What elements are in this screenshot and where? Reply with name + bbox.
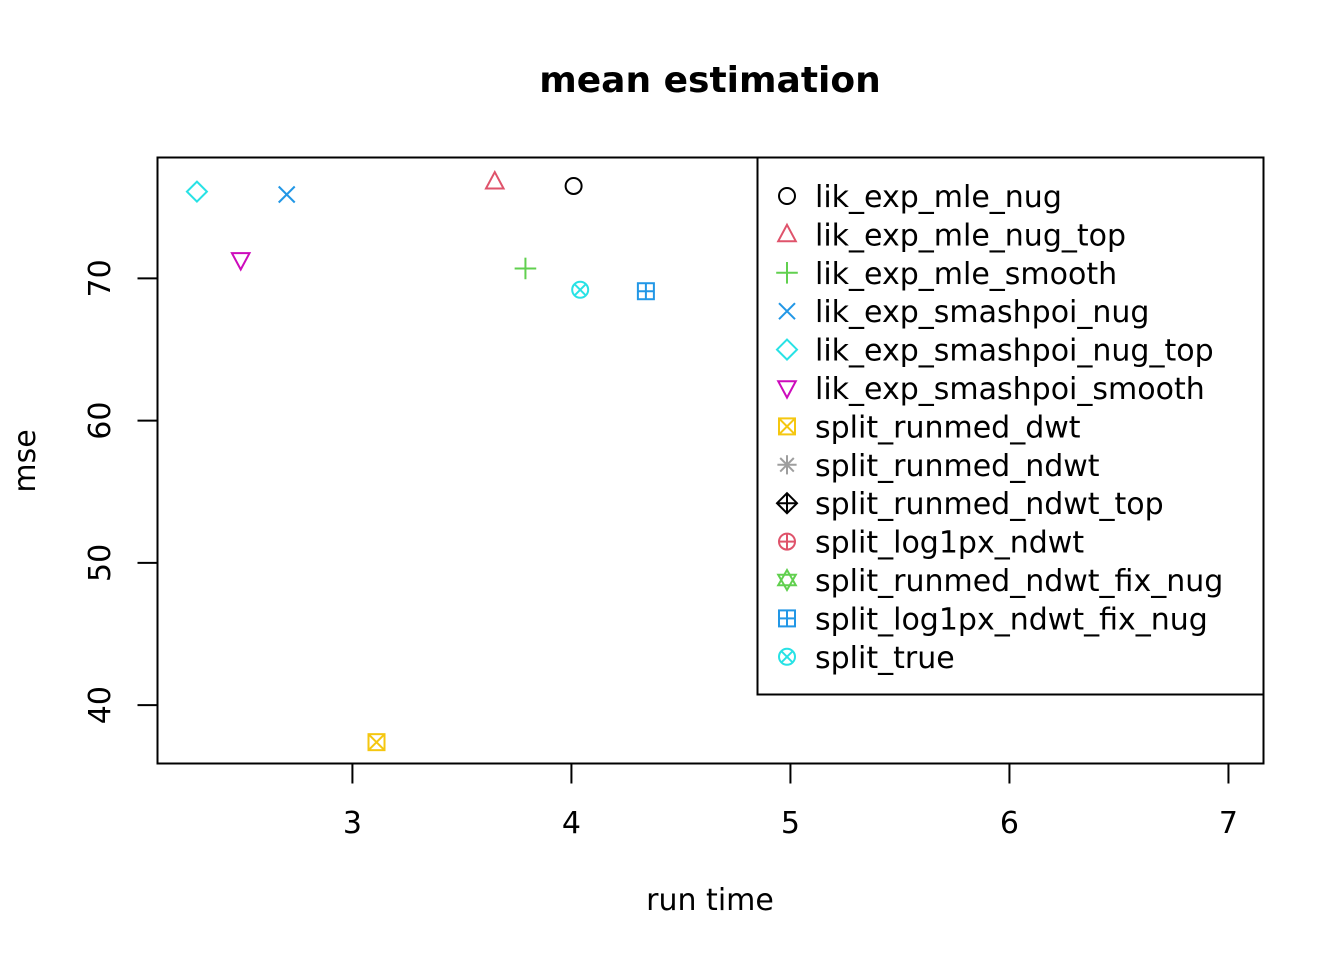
data-point-split-runmed-dwt (367, 733, 386, 752)
y-tick-label: 60 (83, 402, 118, 440)
data-points (185, 169, 655, 752)
legend-label: split_runmed_ndwt (815, 449, 1100, 484)
legend-label: split_runmed_ndwt_top (815, 487, 1164, 522)
legend-marker-split-runmed-ndwt (777, 455, 797, 475)
chart-title: mean estimation (539, 60, 881, 101)
legend-marker-lik-exp-smashpoi-nug-top (775, 338, 799, 362)
data-point-lik-exp-smashpoi-smooth (230, 252, 252, 272)
legend-label: lik_exp_mle_nug (815, 180, 1062, 215)
legend-label: lik_exp_mle_smooth (815, 257, 1117, 292)
legend-marker-lik-exp-smashpoi-nug (778, 302, 796, 320)
legend-box (756, 156, 1265, 696)
x-tick-label: 3 (343, 806, 362, 841)
y-tick-label: 70 (83, 259, 118, 297)
legend-marker-split-true (778, 647, 796, 666)
legend-label: split_log1px_ndwt (815, 526, 1084, 561)
x-axis: 3 4 5 6 7 (343, 762, 1238, 841)
legend-marker-split-runmed-ndwt-top (775, 491, 799, 515)
data-point-lik-exp-mle-nug-top (484, 169, 506, 190)
legend-marker-lik-exp-mle-nug-top (776, 222, 798, 243)
legend-marker-split-runmed-ndwt-fix-nug (776, 568, 798, 592)
data-point-lik-exp-mle-smooth (514, 257, 537, 280)
data-point-split-true (571, 280, 590, 299)
y-axis-label: mse (8, 429, 43, 492)
legend-marker-split-log1px-ndwt (778, 532, 796, 551)
legend-label: lik_exp_smashpoi_smooth (815, 372, 1205, 407)
legend-marker-lik-exp-mle-nug (778, 187, 796, 205)
data-point-split-log1px-ndwt-fix-nug (636, 282, 655, 301)
legend-marker-lik-exp-smashpoi-smooth (776, 380, 798, 400)
y-tick-label: 40 (83, 686, 118, 724)
x-tick-label: 4 (562, 806, 581, 841)
data-point-lik-exp-smashpoi-nug (278, 185, 296, 204)
y-axis: 40 50 60 70 (83, 259, 159, 724)
legend-marker-split-runmed-dwt (778, 417, 796, 436)
legend-label: lik_exp_smashpoi_nug (815, 295, 1149, 330)
x-tick-label: 5 (781, 806, 800, 841)
legend-label: split_log1px_ndwt_fix_nug (815, 602, 1208, 637)
legend-label: lik_exp_smashpoi_nug_top (815, 334, 1214, 369)
legend-marker-split-log1px-ndwt-fix-nug (778, 609, 796, 628)
data-point-lik-exp-mle-nug (564, 176, 583, 195)
legend-marker-lik-exp-mle-smooth (776, 262, 798, 284)
legend-label: split_runmed_ndwt_fix_nug (815, 564, 1223, 599)
x-tick-label: 7 (1219, 806, 1238, 841)
y-tick-label: 50 (83, 544, 118, 582)
legend-label: lik_exp_mle_nug_top (815, 218, 1126, 253)
x-tick-label: 6 (1000, 806, 1019, 841)
legend-label: split_runmed_dwt (815, 410, 1081, 445)
data-point-lik-exp-smashpoi-nug-top (185, 180, 209, 204)
legend-label: split_true (815, 641, 955, 676)
x-axis-label: run time (646, 883, 774, 918)
